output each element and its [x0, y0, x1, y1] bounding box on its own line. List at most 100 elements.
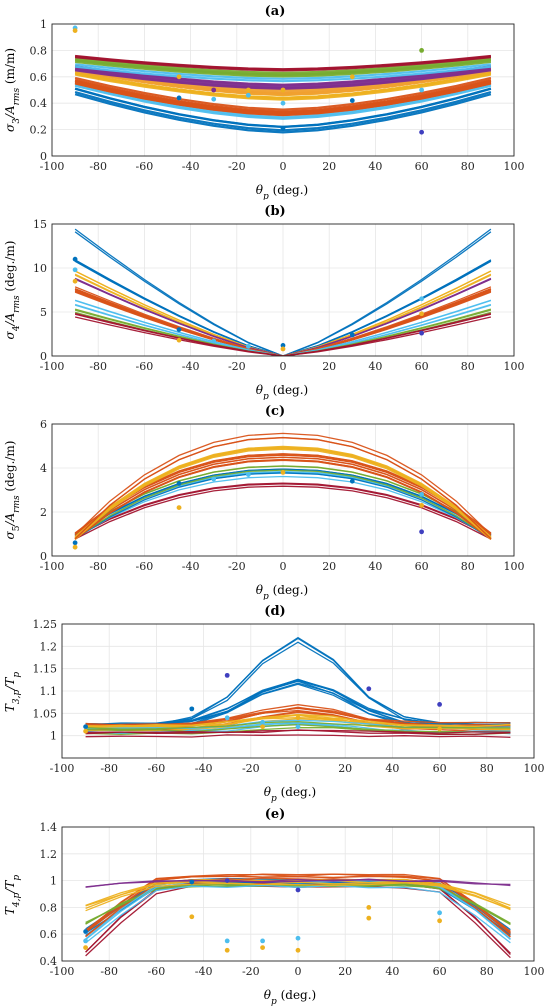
data-point: [419, 492, 424, 497]
x-tick-label: 100: [504, 360, 525, 373]
y-axis-label: σ5/Arms (deg./m): [3, 440, 22, 539]
panel-a-chart: (a) -100 -80 -60 -40 -20 0 20 40 60 80 100 0 0.2 0.4 0…: [3, 4, 525, 200]
x-tick-label: -80: [89, 560, 107, 573]
panel-label: (b): [264, 204, 285, 219]
panel-b-chart: (b) -100 -80 -60 -40 -20 0 20 40 60 80 100 0 5 10 15 θ…: [3, 204, 525, 400]
y-tick-label: 0: [40, 550, 47, 563]
y-tick-label: 1.25: [33, 618, 58, 631]
x-tick-label: 60: [433, 965, 447, 978]
x-tick-label: 100: [504, 560, 525, 573]
data-point: [419, 87, 424, 93]
x-axis-label: θp (deg.): [264, 785, 316, 803]
data-point: [72, 256, 78, 262]
data-point: [419, 48, 424, 53]
x-tick-label: 80: [461, 360, 475, 373]
y-tick-label: 2: [40, 506, 47, 519]
y-tick-label: 0.8: [30, 44, 48, 57]
series-line: [85, 884, 511, 944]
y-axis-label: T3,p/Tp: [3, 672, 22, 712]
data-point: [72, 278, 78, 284]
series-line: [74, 303, 492, 356]
data-point: [419, 529, 424, 535]
series-line: [74, 76, 492, 111]
data-point: [295, 947, 301, 953]
y-tick-label: 0.4: [40, 955, 58, 968]
plot-area: -100 -80 -60 -40 -20 0 20 40 60 80 100 0 0.2 0.4 0.6 0.…: [30, 18, 525, 173]
data-point: [349, 98, 355, 103]
data-point: [83, 938, 88, 944]
series-line: [74, 65, 492, 83]
data-point: [224, 938, 230, 944]
series-line: [74, 445, 492, 538]
x-tick-label: 60: [415, 360, 429, 373]
plot-area: -100 -80 -60 -40 -20 0 20 40 60 80 100 1 1.05 1.1 1.15…: [33, 618, 545, 775]
series-line: [74, 299, 492, 356]
series-line: [85, 879, 511, 888]
series-line: [74, 84, 492, 120]
series-line: [85, 882, 511, 912]
series-line: [74, 456, 492, 538]
series-line: [74, 93, 492, 134]
x-tick-label: -80: [89, 160, 107, 173]
x-tick-label: -60: [148, 762, 166, 775]
data-point: [280, 470, 286, 475]
data-point: [366, 915, 372, 921]
x-tick-label: 100: [504, 160, 525, 173]
data-point: [72, 544, 78, 550]
series-line: [74, 231, 492, 356]
axes-frame: [51, 23, 515, 157]
plot-area: -100 -80 -60 -40 -20 0 20 40 60 80 100 0 5 10 15: [33, 218, 525, 373]
x-axis-label: θp (deg.): [256, 383, 308, 400]
data-point: [437, 726, 442, 732]
x-tick-label: -80: [89, 360, 107, 373]
series-line: [74, 436, 492, 540]
series-line: [74, 448, 492, 540]
data-point: [176, 95, 182, 101]
x-tick-label: 80: [461, 560, 475, 573]
panel-label: (a): [265, 4, 286, 19]
x-tick-label: -40: [182, 560, 200, 573]
series-line: [85, 873, 511, 932]
x-tick-label: -20: [228, 360, 246, 373]
data-point: [437, 702, 442, 707]
data-point: [295, 935, 301, 941]
series-line: [74, 290, 492, 356]
x-tick-label: 40: [368, 360, 382, 373]
x-tick-label: 80: [480, 762, 494, 775]
y-tick-label: 4: [40, 462, 47, 475]
data-point: [224, 672, 230, 678]
data-point: [245, 343, 251, 349]
x-tick-label: 20: [322, 160, 336, 173]
y-tick-label: 1.15: [33, 663, 58, 676]
data-point: [189, 879, 195, 885]
y-tick-label: 0.2: [30, 124, 48, 137]
x-tick-label: 0: [280, 560, 287, 573]
data-point: [83, 724, 88, 730]
data-point: [349, 74, 355, 80]
x-tick-label: 40: [385, 965, 399, 978]
plot-area: -100 -80 -60 -40 -20 0 20 40 60 80 100 0 2 4 6: [40, 418, 525, 573]
data-point: [419, 296, 424, 302]
x-tick-label: -20: [242, 762, 260, 775]
data-point: [349, 478, 355, 484]
x-tick-label: 0: [295, 762, 302, 775]
data-point: [280, 125, 286, 131]
axes-frame: [61, 623, 535, 759]
data-point: [83, 945, 88, 950]
series-line: [74, 447, 492, 539]
data-point: [211, 87, 217, 93]
series-line: [74, 309, 492, 356]
data-point: [83, 929, 88, 934]
y-tick-label: 1.4: [40, 821, 58, 834]
series-line: [74, 475, 492, 539]
series-lines: [74, 54, 492, 134]
series-line: [74, 291, 492, 356]
data-point: [260, 945, 265, 950]
x-tick-label: -60: [136, 560, 154, 573]
x-tick-label: 100: [524, 965, 545, 978]
x-tick-label: -80: [100, 965, 118, 978]
data-point: [176, 74, 182, 80]
series-line: [74, 60, 492, 78]
series-line: [74, 308, 492, 356]
axes-frame: [51, 223, 515, 357]
